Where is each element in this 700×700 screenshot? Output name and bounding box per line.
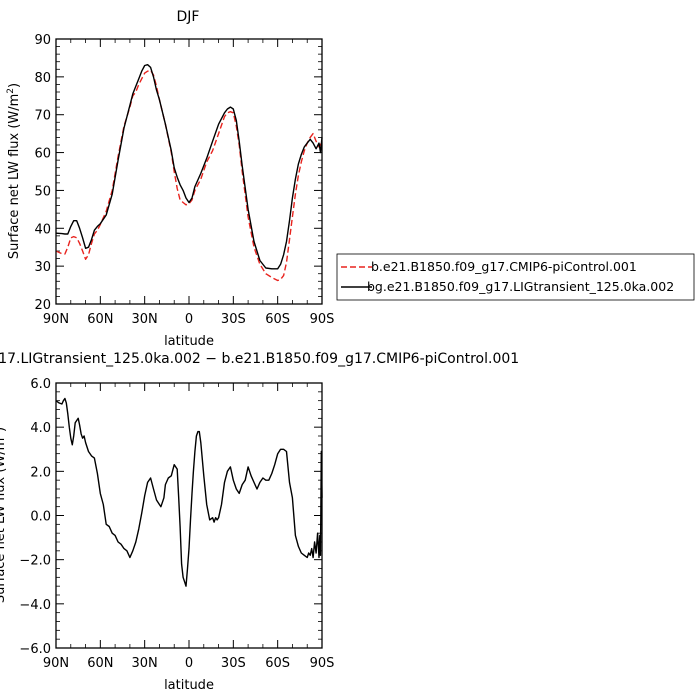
chart-bottom-x-tick-label: 90S [310,656,335,671]
chart-top-x-axis-label: latitude [164,334,214,349]
chart-top-x-tick-label: 90N [43,312,69,327]
chart-bottom-x-tick-label: 30S [221,656,246,671]
chart-bottom-title: bg.e21.B1850.f09_g17.LIGtransient_125.0k… [0,351,519,367]
chart-top-title: DJF [177,9,200,25]
chart-bottom-y-tick-label: 2.0 [30,465,51,480]
chart-top-x-tick-label: 60N [87,312,113,327]
chart-bottom-x-tick-label: 90N [43,656,69,671]
legend-label-control: b.e21.B1850.f09_g17.CMIP6-piControl.001 [371,259,637,274]
chart-top-y-tick-label: 50 [34,184,51,199]
chart-bottom-x-tick-label: 30N [132,656,158,671]
chart-bottom-x-axis-label: latitude [164,678,214,693]
chart-bottom-y-tick-label: 0.0 [30,510,51,525]
chart-bottom-y-tick-label: 6.0 [30,377,51,392]
chart-bottom-x-tick-label: 60S [265,656,290,671]
chart-top-x-tick-label: 90S [310,312,335,327]
chart-top-x-tick-label: 30S [221,312,246,327]
chart-top-y-tick-label: 30 [34,260,51,275]
legend: b.e21.B1850.f09_g17.CMIP6-piControl.001 … [336,253,695,301]
chart-top-series-line-0 [55,69,323,282]
chart-top-series-line-1 [55,63,323,270]
chart-top-y-tick-label: 70 [34,109,51,124]
chart-top-x-tick-label: 0 [185,312,193,327]
legend-box [336,253,695,301]
chart-bottom-y-axis-label: Surface net LW flux (W/m2) [0,427,8,603]
chart-bottom-x-tick-label: 0 [185,656,193,671]
legend-label-lig: bg.e21.B1850.f09_g17.LIGtransient_125.0k… [367,279,674,294]
chart-bottom-y-tick-label: −2.0 [19,554,51,569]
chart-bottom-x-tick-label: 60N [87,656,113,671]
chart-top-x-tick-label: 60S [265,312,290,327]
chart-top-y-tick-label: 60 [34,147,51,162]
chart-top-y-tick-label: 80 [34,71,51,86]
chart-top-y-tick-label: 20 [34,298,51,313]
chart-bottom-y-tick-label: −6.0 [19,642,51,657]
chart-bottom-y-tick-label: −4.0 [19,598,51,613]
chart-bottom-plot-frame [55,382,323,649]
chart-top-x-tick-label: 30N [132,312,158,327]
chart-top: DJF 90N 60N 30N 0 30S 60S 90S2030405060708090 … [6,9,334,349]
chart-bottom-y-tick-label: 4.0 [30,421,51,436]
chart-top-y-tick-label: 40 [34,222,51,237]
chart-top-y-tick-label: 90 [34,33,51,48]
chart-bottom: bg.e21.B1850.f09_g17.LIGtransient_125.0k… [0,351,519,693]
chart-top-y-axis-label: Surface net LW flux (W/m2) [6,83,22,259]
chart-bottom-series-line-0 [55,397,323,587]
chart-top-plot-frame [55,38,323,305]
